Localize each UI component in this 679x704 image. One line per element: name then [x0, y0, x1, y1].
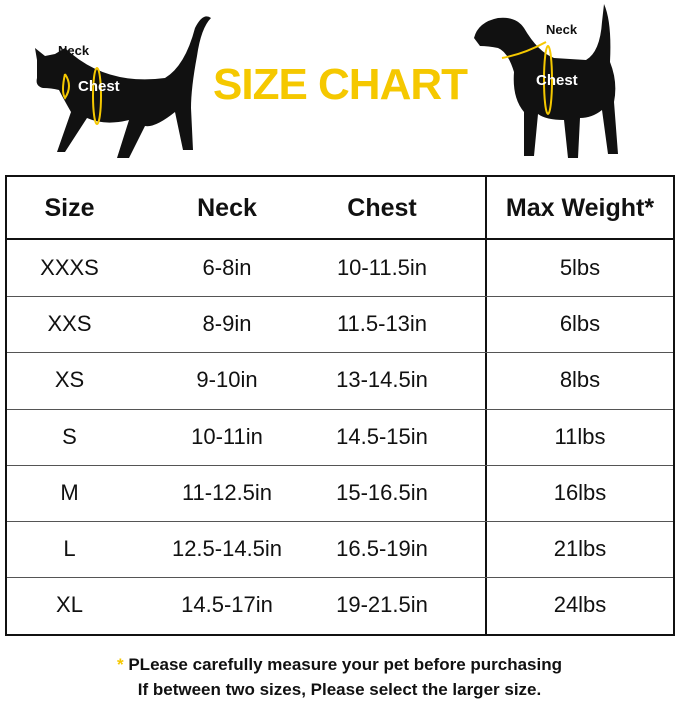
note-line-1: PLease carefully measure your pet before… — [128, 655, 563, 674]
cell-size: M — [60, 479, 79, 505]
cell-neck: 6-8in — [202, 255, 252, 280]
cell-neck: 9-10in — [196, 367, 258, 393]
cell-weight: 6lbs — [559, 311, 601, 337]
row-divider — [7, 464, 673, 466]
cell-neck: 10-11in — [191, 423, 263, 449]
column-header-chest: Chest — [347, 194, 417, 222]
cell-chest: 11.5-13in — [336, 311, 428, 337]
cell-size: S — [62, 423, 77, 449]
cell-chest: 10-11.5in — [336, 255, 428, 280]
cell-weight: 5lbs — [559, 255, 601, 280]
cell-neck: 8-9in — [202, 311, 252, 337]
cat-neck-label: Neck — [58, 43, 90, 58]
cell-size: XXS — [47, 311, 92, 337]
cell-weight: 21lbs — [553, 536, 607, 561]
cell-size: XXXS — [40, 255, 99, 280]
row-divider — [7, 352, 673, 354]
row-divider — [7, 408, 673, 410]
cell-neck: 12.5-14.5in — [171, 536, 283, 561]
dog-neck-label: Neck — [546, 22, 578, 37]
row-divider — [7, 521, 673, 522]
cell-weight: 8lbs — [559, 367, 601, 393]
cell-chest: 16.5-19in — [336, 536, 428, 561]
size-table: Size Neck Chest Max Weight* XXXS 6-8in 10-… — [5, 175, 675, 636]
cell-chest: 15-16.5in — [336, 479, 428, 505]
cell-weight: 16lbs — [553, 479, 607, 505]
cell-size: L — [63, 536, 76, 561]
cell-weight: 24lbs — [553, 592, 607, 618]
column-header-max-weight: Max Weight* — [505, 194, 655, 222]
cell-chest: 14.5-15in — [336, 423, 428, 449]
asterisk: * — [116, 655, 124, 674]
row-divider — [7, 577, 673, 579]
column-header-neck: Neck — [197, 194, 257, 222]
header-divider — [7, 238, 673, 240]
cat-silhouette-icon — [35, 16, 211, 158]
cat-chest-label: Chest — [78, 78, 120, 95]
footnote: * PLease carefully measure your pet befo… — [0, 652, 679, 702]
table-row: S 10-11in 14.5-15in 11lbs — [7, 409, 673, 465]
note-line-2: If between two sizes, Please select the … — [137, 680, 542, 699]
dog-silhouette-icon — [474, 4, 618, 158]
row-divider — [7, 296, 673, 298]
cell-size: XL — [56, 592, 83, 618]
table-row: XL 14.5-17in 19-21.5in 24lbs — [7, 577, 673, 633]
cell-weight: 11lbs — [554, 423, 606, 449]
cell-size: XS — [54, 367, 85, 393]
cell-chest: 19-21.5in — [336, 592, 428, 618]
table-row: XXS 8-9in 11.5-13in 6lbs — [7, 296, 673, 352]
table-row: XS 9-10in 13-14.5in 8lbs — [7, 352, 673, 408]
table-row: M 11-12.5in 15-16.5in 16lbs — [7, 465, 673, 521]
dog-chest-label: Chest — [536, 72, 578, 89]
table-row: L 12.5-14.5in 16.5-19in 21lbs — [7, 521, 673, 577]
page-title: SIZE CHART — [213, 60, 468, 109]
table-row: XXXS 6-8in 10-11.5in 5lbs — [7, 240, 673, 296]
cell-neck: 11-12.5in — [181, 479, 273, 505]
cell-chest: 13-14.5in — [336, 367, 428, 393]
column-divider — [485, 177, 487, 634]
column-header-size: Size — [44, 194, 95, 222]
cell-neck: 14.5-17in — [181, 592, 273, 618]
